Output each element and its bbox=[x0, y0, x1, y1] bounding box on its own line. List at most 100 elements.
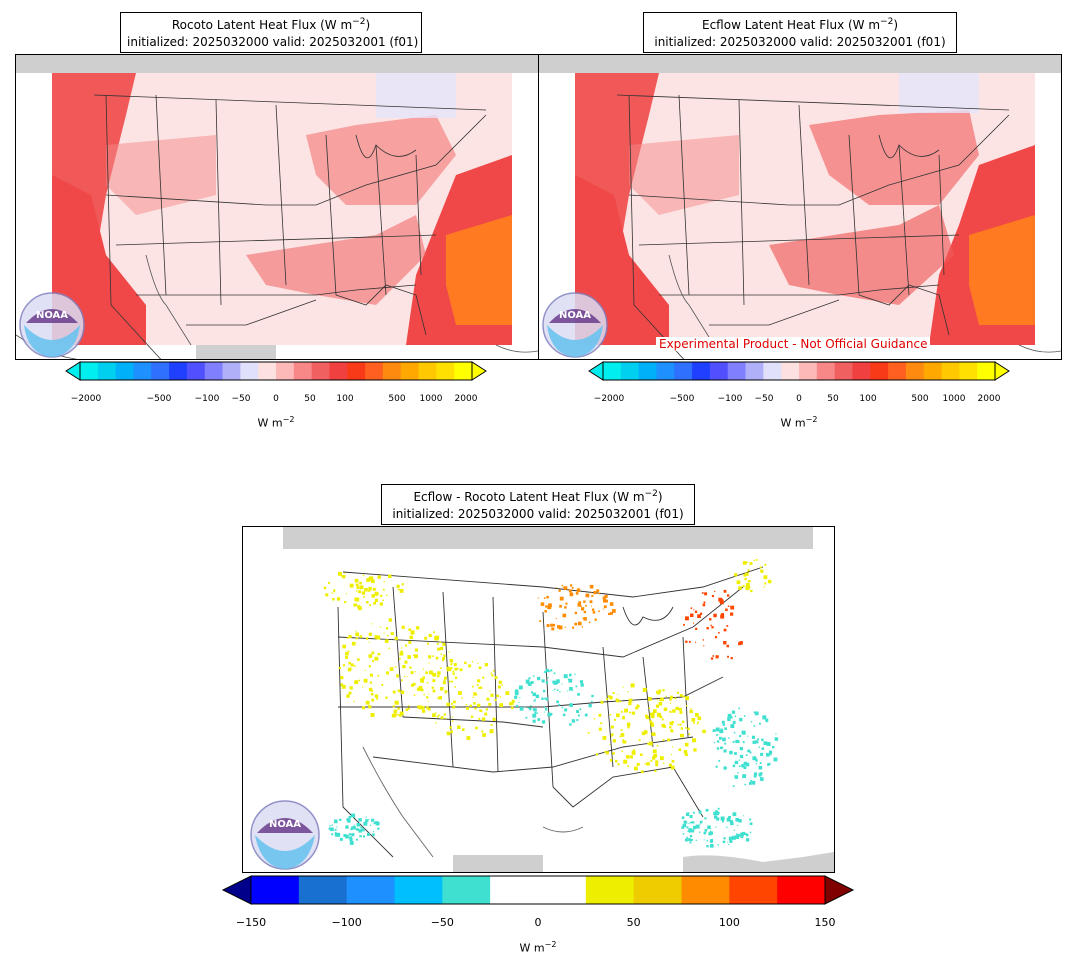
diff-speckle bbox=[429, 670, 433, 675]
diff-speckle bbox=[489, 690, 491, 692]
diff-speckle bbox=[631, 750, 636, 755]
diff-speckle bbox=[351, 641, 356, 646]
diff-speckle bbox=[590, 605, 592, 607]
diff-speckle bbox=[672, 746, 674, 748]
diff-speckle bbox=[569, 723, 572, 726]
diff-speckle bbox=[675, 706, 679, 711]
diff-speckle bbox=[407, 655, 411, 659]
diff-speckle bbox=[699, 612, 703, 615]
diff-speckle bbox=[591, 701, 593, 703]
diff-speckle bbox=[531, 691, 533, 694]
diff-speckle bbox=[432, 689, 436, 693]
diff-speckle bbox=[470, 715, 474, 718]
diff-speckle bbox=[420, 688, 424, 692]
diff-speckle bbox=[692, 738, 697, 743]
diff-speckle bbox=[611, 733, 614, 736]
diff-speckle bbox=[515, 704, 519, 707]
diff-speckle bbox=[620, 729, 623, 731]
diff-speckle bbox=[556, 689, 559, 691]
diff-speckle bbox=[482, 733, 486, 737]
diff-speckle bbox=[456, 667, 459, 670]
diff-speckle bbox=[684, 753, 688, 756]
diff-speckle bbox=[639, 753, 643, 756]
diff-speckle bbox=[548, 670, 550, 673]
diff-speckle bbox=[718, 632, 720, 634]
diff-speckle bbox=[574, 622, 578, 626]
diff-speckle bbox=[723, 766, 727, 770]
diff-speckle bbox=[690, 708, 692, 710]
diff-speckle bbox=[691, 829, 695, 833]
diff-speckle bbox=[388, 647, 390, 650]
diff-speckle bbox=[722, 840, 726, 844]
diff-speckle bbox=[544, 670, 547, 674]
diff-speckle bbox=[693, 748, 697, 752]
diff-speckle bbox=[749, 563, 751, 565]
diff-speckle bbox=[434, 636, 439, 641]
colorbar-bin bbox=[222, 362, 241, 380]
colorbar-tick-label: 100 bbox=[859, 394, 877, 404]
diff-speckle bbox=[333, 590, 336, 593]
diff-speckle bbox=[366, 578, 371, 582]
diff-speckle bbox=[727, 594, 730, 597]
diff-speckle bbox=[440, 646, 444, 651]
diff-speckle bbox=[468, 664, 472, 668]
diff-speckle bbox=[681, 826, 685, 829]
diff-speckle bbox=[453, 700, 456, 704]
colorbar-outline bbox=[602, 361, 996, 381]
diff-speckle bbox=[582, 617, 584, 619]
diff-speckle bbox=[740, 765, 742, 767]
diff-speckle bbox=[374, 598, 379, 602]
diff-speckle bbox=[592, 611, 596, 614]
diff-speckle bbox=[340, 683, 344, 687]
diff-speckle bbox=[690, 613, 694, 617]
rocoto-map-graphic: NOAA bbox=[16, 55, 538, 359]
diff-speckle bbox=[428, 693, 430, 695]
diff-speckle bbox=[363, 835, 366, 838]
diff-speckle bbox=[371, 623, 373, 625]
diff-speckle bbox=[609, 602, 614, 606]
diff-speckle bbox=[660, 697, 664, 702]
diff-speckle bbox=[704, 817, 707, 820]
colorbar-bin bbox=[276, 362, 295, 380]
diff-speckle bbox=[461, 697, 463, 699]
diff-speckle bbox=[449, 680, 451, 683]
diff-speckle bbox=[589, 600, 593, 604]
diff-speckle bbox=[591, 594, 594, 597]
diff-speckle bbox=[686, 826, 689, 829]
diff-speckle bbox=[382, 599, 384, 602]
diff-speckle bbox=[732, 785, 735, 787]
diff-speckle bbox=[397, 588, 400, 591]
diff-speckle bbox=[541, 679, 545, 683]
diff-speckle bbox=[454, 676, 458, 679]
diff-speckle bbox=[457, 725, 461, 729]
diff-speckle bbox=[588, 704, 592, 708]
diff-speckle bbox=[359, 581, 362, 585]
diff-speckle bbox=[659, 699, 661, 701]
diff-speckle bbox=[529, 707, 532, 711]
colorbar-bin bbox=[346, 876, 395, 904]
diff-speckle bbox=[475, 726, 478, 730]
diff-speckle bbox=[719, 729, 723, 734]
diff-speckle bbox=[533, 699, 536, 702]
diff-speckle bbox=[355, 838, 358, 841]
diff-speckle bbox=[739, 747, 743, 751]
colorbar-bin bbox=[293, 362, 313, 380]
diff-speckle bbox=[484, 712, 488, 716]
colorbar-over-arrow bbox=[471, 361, 487, 381]
diff-speckle bbox=[367, 834, 369, 836]
diff-speckle bbox=[738, 765, 741, 768]
noaa-logo: NOAA bbox=[250, 800, 320, 870]
diff-speckle bbox=[749, 831, 752, 834]
diff-speckle bbox=[576, 710, 579, 713]
diff-speckle bbox=[724, 742, 727, 745]
diff-speckle bbox=[648, 707, 651, 709]
colorbar-tick-label: 500 bbox=[911, 394, 929, 404]
colorbar-bin bbox=[251, 876, 300, 904]
diff-speckle bbox=[407, 707, 410, 710]
colorbar-outline bbox=[79, 361, 473, 381]
diff-speckle bbox=[685, 727, 687, 729]
diff-speckle bbox=[755, 740, 759, 744]
diff-speckle bbox=[438, 696, 442, 700]
diff-speckle bbox=[748, 749, 751, 752]
diff-speckle bbox=[396, 584, 400, 588]
